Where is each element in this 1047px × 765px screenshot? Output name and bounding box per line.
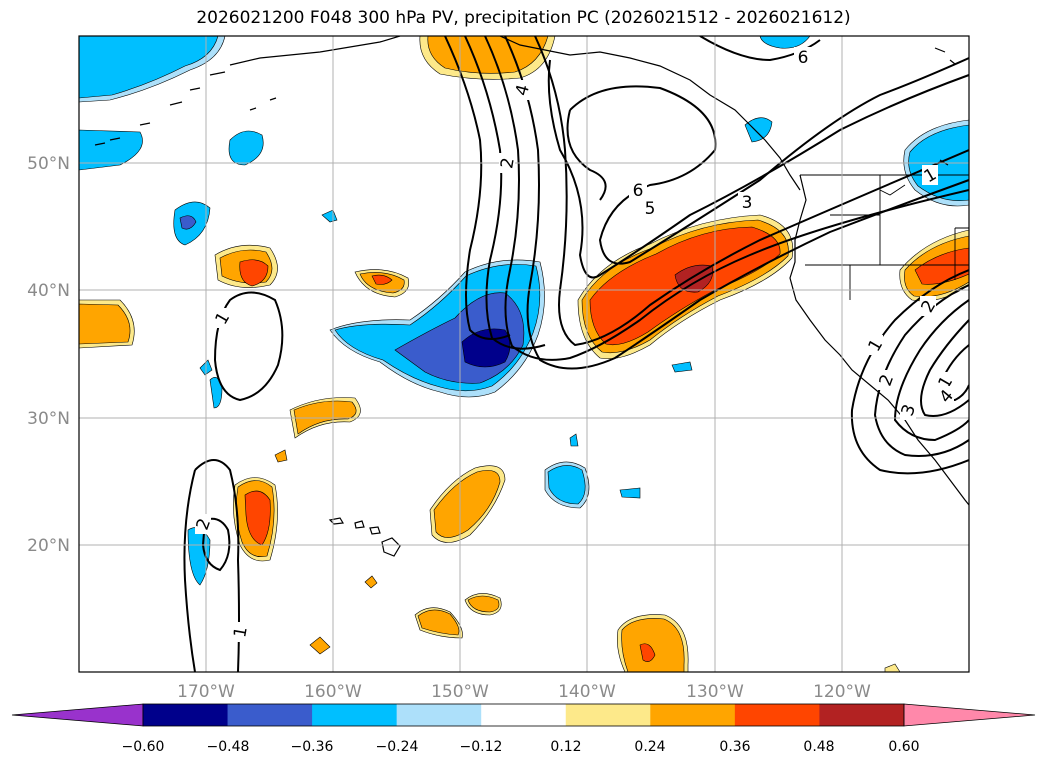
colorbar-segment [396, 704, 482, 726]
contour-label: 6 [633, 181, 644, 201]
contour-label: 1 [230, 625, 252, 639]
colorbar-tick-label: −0.48 [207, 739, 250, 755]
colorbar-segment [819, 704, 905, 726]
colorbar-tick-label: −0.12 [460, 739, 503, 755]
lon-label: 150°W [431, 682, 489, 702]
lon-axis: 170°W 160°W 150°W 140°W 130°W 120°W [177, 682, 871, 702]
lon-label: 140°W [558, 682, 616, 702]
colorbar-tick-label: 0.36 [719, 739, 750, 755]
gridlines [79, 36, 969, 672]
colorbar-tick-label: 0.60 [888, 739, 919, 755]
colorbar [11, 703, 1036, 727]
contour-label: 5 [645, 199, 656, 219]
colorbar-segment [143, 704, 229, 726]
contour-labels: 6 4 2 6 5 3 1 1 2 1 1 2 3 4 2 1 [193, 47, 958, 642]
lat-label: 40°N [27, 281, 70, 301]
colorbar-tick-label: 0.24 [634, 739, 665, 755]
colorbar-tick-label: 0.48 [803, 739, 834, 755]
plot-border [78, 35, 970, 673]
colorbar-tick-label: −0.36 [291, 739, 334, 755]
contour-label: 4 [512, 82, 534, 98]
colorbar-segment [565, 704, 651, 726]
colorbar-segment [227, 704, 313, 726]
lon-label: 160°W [304, 682, 362, 702]
lon-label: 170°W [177, 682, 235, 702]
colorbar-segment [650, 704, 736, 726]
colorbar-segment [481, 704, 567, 726]
lat-label: 20°N [27, 536, 70, 556]
lat-axis: 50°N 40°N 30°N 20°N [27, 154, 70, 556]
lon-label: 120°W [813, 682, 871, 702]
lat-label: 50°N [27, 154, 70, 174]
pv-contours [183, 36, 969, 672]
contour-label: 3 [742, 193, 753, 213]
colorbar-extend-high [903, 703, 1036, 727]
lon-label: 130°W [686, 682, 744, 702]
contour-label: 2 [497, 156, 519, 170]
contour-label: 6 [798, 48, 809, 68]
lat-label: 30°N [27, 409, 70, 429]
colorbar-extend-low [11, 703, 144, 727]
colorbar-tick-label: −0.24 [376, 739, 419, 755]
colorbar-tick-label: −0.60 [122, 739, 165, 755]
colorbar-border [142, 703, 905, 727]
colorbar-tick-label: 0.12 [550, 739, 581, 755]
colorbar-ticks: −0.60 −0.48 −0.36 −0.24 −0.12 0.12 0.24 … [122, 739, 920, 755]
colorbar-segment [734, 704, 820, 726]
map-title: 2026021200 F048 300 hPa PV, precipitatio… [196, 8, 851, 28]
colorbar-segment [312, 704, 398, 726]
